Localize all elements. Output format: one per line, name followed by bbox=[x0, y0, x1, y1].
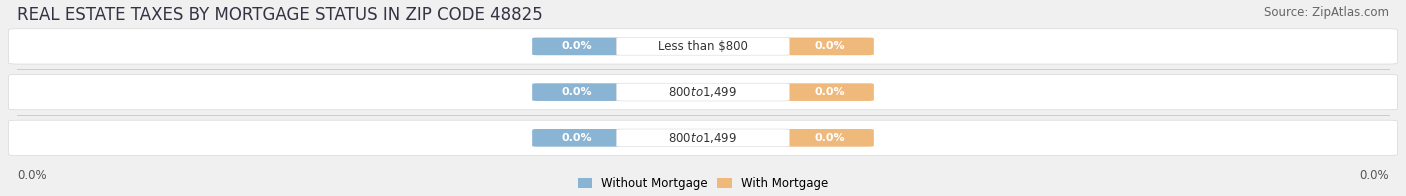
Text: 0.0%: 0.0% bbox=[814, 87, 845, 97]
Text: 0.0%: 0.0% bbox=[561, 87, 592, 97]
Text: $800 to $1,499: $800 to $1,499 bbox=[668, 85, 738, 99]
Legend: Without Mortgage, With Mortgage: Without Mortgage, With Mortgage bbox=[578, 177, 828, 190]
Text: Source: ZipAtlas.com: Source: ZipAtlas.com bbox=[1264, 6, 1389, 19]
Text: REAL ESTATE TAXES BY MORTGAGE STATUS IN ZIP CODE 48825: REAL ESTATE TAXES BY MORTGAGE STATUS IN … bbox=[17, 6, 543, 24]
Text: 0.0%: 0.0% bbox=[814, 41, 845, 51]
Text: 0.0%: 0.0% bbox=[561, 41, 592, 51]
Text: Less than $800: Less than $800 bbox=[658, 40, 748, 53]
Text: 0.0%: 0.0% bbox=[561, 133, 592, 143]
Text: 0.0%: 0.0% bbox=[814, 133, 845, 143]
Text: 0.0%: 0.0% bbox=[1360, 169, 1389, 181]
Text: $800 to $1,499: $800 to $1,499 bbox=[668, 131, 738, 145]
Text: 0.0%: 0.0% bbox=[17, 169, 46, 181]
